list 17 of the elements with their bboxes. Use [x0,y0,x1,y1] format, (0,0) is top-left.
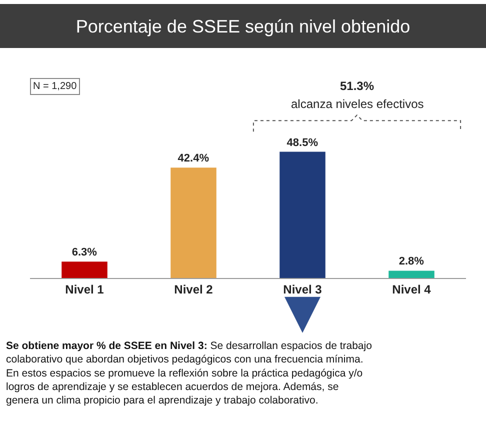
bar [170,168,216,278]
x-tick-label: Nivel 1 [65,282,104,296]
bar [62,262,108,278]
text: N = 1,290 [33,81,78,92]
data-label: 2.8% [398,256,424,268]
text: Se obtiene mayor % de SSEE en Nivel 3: [6,340,208,352]
x-tick-label: Nivel 4 [392,282,432,296]
data-label: 48.5% [286,136,318,149]
data-label: 6.3% [72,246,98,259]
data-label: 42.4% [178,152,210,165]
bar [388,270,434,278]
bar [280,152,326,278]
chart-title: Porcentaje de SSEE según nivel obtenido [76,16,410,36]
text: alcanza niveles efectivos [291,97,424,111]
x-tick-label: Nivel 3 [283,282,322,296]
text: 51.3% [340,79,374,93]
x-tick-label: Nivel 2 [174,282,214,296]
